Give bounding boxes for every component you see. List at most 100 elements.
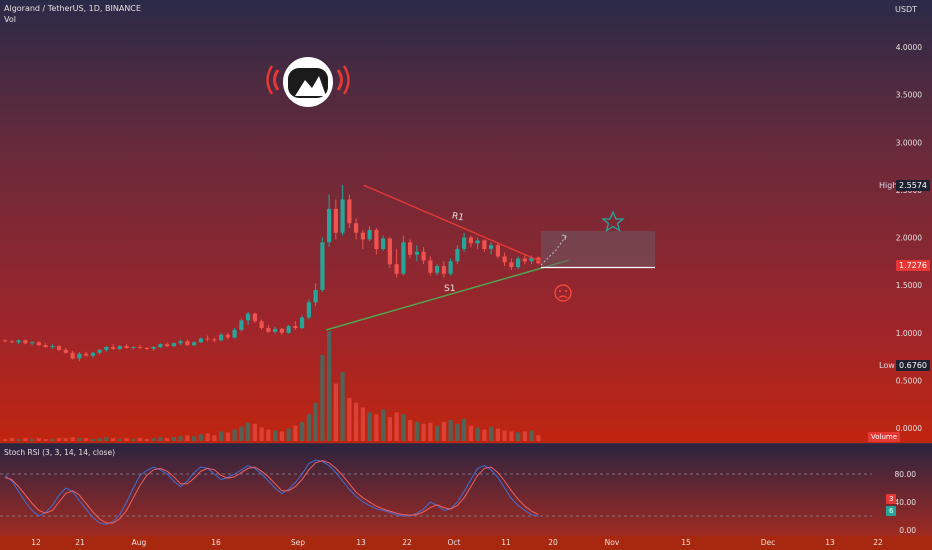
volume-bar: [185, 435, 190, 441]
candle-body: [259, 321, 264, 328]
time-tick-label: 16: [211, 538, 221, 547]
volume-bar: [401, 414, 406, 441]
candle-body: [50, 346, 55, 348]
candle-body: [30, 342, 35, 344]
volume-bar: [90, 439, 95, 441]
candle-body: [489, 245, 494, 249]
candle-body: [77, 353, 82, 359]
price-tick-label: 1.5000: [896, 281, 922, 290]
candle-body: [70, 352, 75, 359]
star-icon: [601, 210, 625, 232]
volume-bar: [138, 438, 143, 441]
volume-bar: [252, 423, 257, 441]
candle-body: [111, 347, 116, 349]
candle-body: [367, 229, 372, 240]
volume-bar: [16, 439, 21, 441]
candle-body: [63, 349, 68, 353]
candle-body: [495, 245, 500, 257]
candle-body: [3, 340, 8, 342]
price-tick-label: 0.5000: [896, 376, 922, 385]
volume-bar: [340, 372, 345, 441]
volume-bar: [509, 431, 514, 441]
candle-body: [327, 208, 332, 243]
volume-bar: [266, 429, 271, 441]
candle-body: [90, 352, 95, 356]
volume-bar: [205, 433, 210, 441]
stoch-d-badge: 6: [886, 506, 897, 516]
high-value-badge: 2.5574: [896, 180, 930, 191]
candle-body: [286, 326, 291, 333]
volume-bar: [97, 438, 102, 441]
sad-face-icon: [554, 284, 572, 302]
volume-bar: [286, 428, 291, 441]
projection-arrowhead: [561, 234, 567, 241]
candle-body: [279, 328, 284, 333]
volume-bar: [387, 417, 392, 441]
rsi-tick-label: 0.00: [899, 526, 916, 535]
time-tick-label: 22: [873, 538, 883, 547]
last-price-badge: 1.7276: [896, 260, 930, 271]
high-label: High: [879, 181, 898, 190]
price-tick-label: 3.5000: [896, 91, 922, 100]
volume-bar: [367, 412, 372, 441]
candle-body: [171, 343, 176, 347]
volume-bar: [219, 431, 224, 441]
volume-bar: [70, 437, 75, 441]
candle-body: [448, 261, 453, 274]
price-tick-label: 3.0000: [896, 138, 922, 147]
candle-body: [360, 232, 365, 240]
candle-body: [43, 345, 48, 347]
stoch-k-badge: 3: [886, 494, 897, 504]
volume-bar: [347, 398, 352, 441]
candle-body: [401, 242, 406, 274]
time-tick-label: 13: [825, 538, 835, 547]
candle-body: [381, 238, 386, 249]
volume-bar: [428, 422, 433, 441]
candle-body: [192, 342, 197, 346]
candle-body: [306, 302, 311, 318]
volume-bar: [522, 431, 527, 441]
candle-body: [502, 256, 507, 263]
symbol-title: Algorand / TetherUS, 1D, BINANCE: [4, 4, 141, 13]
volume-badge: Volume: [868, 432, 901, 442]
volume-bar: [30, 439, 35, 441]
volume-bar: [77, 438, 82, 441]
volume-bar: [489, 426, 494, 441]
candle-body: [529, 257, 534, 262]
volume-bar: [462, 419, 467, 441]
candle-body: [104, 347, 109, 350]
resistance-trendline: [363, 184, 541, 262]
volume-bar: [9, 438, 14, 441]
candle-body: [9, 341, 14, 343]
price-tick-label: 4.0000: [896, 43, 922, 52]
currency-label[interactable]: USDT: [895, 5, 917, 14]
volume-bar: [448, 420, 453, 441]
time-tick-label: Dec: [761, 538, 776, 547]
volume-bar: [516, 432, 521, 441]
stoch-rsi-title: Stoch RSI (3, 3, 14, 14, close): [4, 448, 115, 457]
target-zone: [541, 231, 655, 267]
candle-body: [414, 251, 419, 255]
candle-body: [428, 260, 433, 273]
volume-bar: [300, 421, 305, 441]
candle-body: [516, 258, 521, 268]
candle-body: [475, 240, 480, 244]
candle-body: [144, 348, 149, 349]
candle-body: [394, 264, 399, 274]
resistance-label: R1: [451, 211, 465, 223]
volume-bar: [212, 435, 217, 441]
candle-body: [354, 223, 359, 233]
volume-bar: [57, 438, 62, 441]
candle-body: [198, 338, 203, 343]
rsi-tick-label: 40.00: [895, 498, 917, 507]
volume-bar: [36, 438, 41, 441]
volume-bar: [63, 438, 68, 441]
volume-bar: [84, 438, 89, 441]
stoch-rsi-d-line: [4, 460, 539, 524]
candle-body: [333, 208, 338, 233]
volume-bar: [421, 423, 426, 441]
volume-bar: [502, 430, 507, 441]
volume-indicator-label: Vol: [4, 15, 16, 24]
